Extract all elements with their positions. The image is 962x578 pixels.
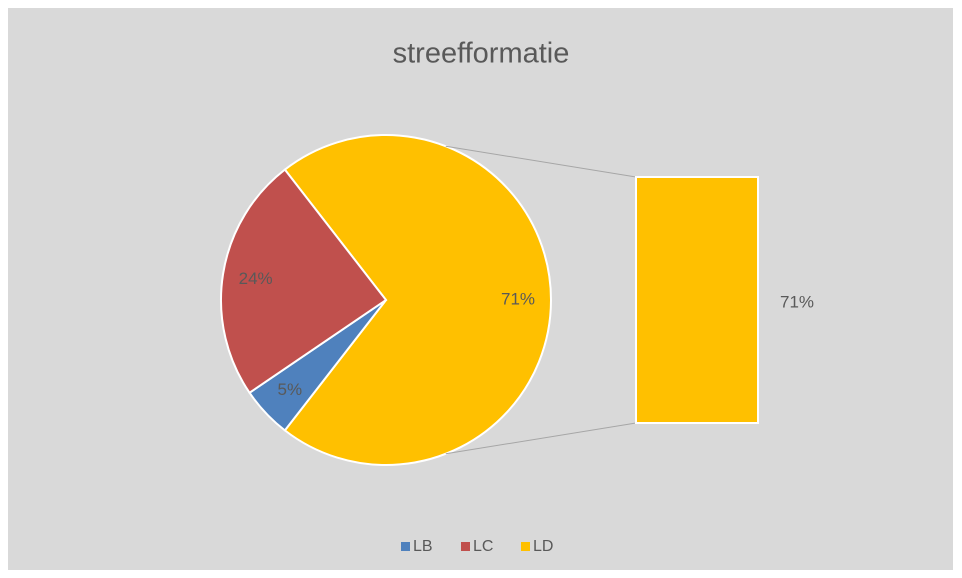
legend-swatch: [401, 542, 410, 551]
legend-swatch: [461, 542, 470, 551]
chart-title: streefformatie: [393, 38, 570, 70]
connector-line: [445, 422, 637, 455]
pie-slice: [220, 168, 388, 395]
legend-label: LB: [413, 538, 433, 555]
data-label: 71%: [780, 292, 814, 311]
data-label: 5%: [277, 380, 302, 399]
data-label: 24%: [239, 269, 273, 288]
legend-swatch: [521, 542, 530, 551]
pie-slice: [283, 134, 552, 466]
legend-label: LD: [533, 538, 553, 555]
secondary-bar: [635, 176, 759, 424]
data-label: 71%: [501, 289, 535, 308]
connector-line: [445, 145, 637, 178]
legend-label: LC: [473, 538, 493, 555]
